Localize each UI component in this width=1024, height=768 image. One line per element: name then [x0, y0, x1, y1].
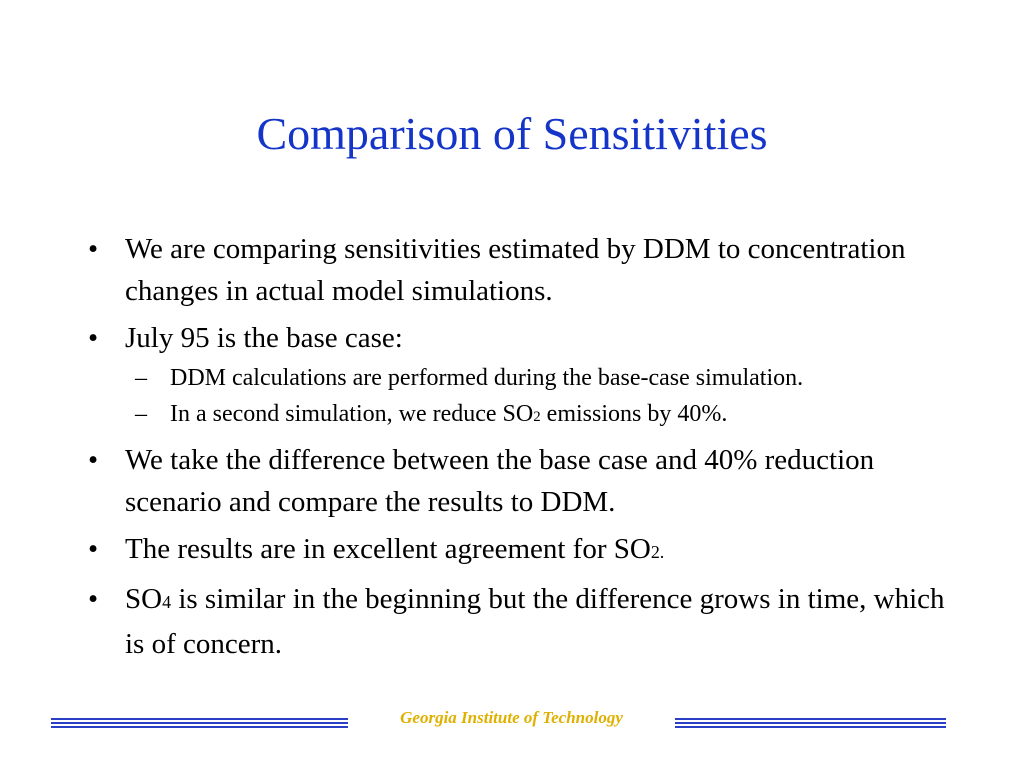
- footer-rule-line: [675, 718, 946, 720]
- bullet-text: July 95 is the base case:: [125, 322, 403, 354]
- sub-bullet-text: In a second simulation, we reduce SO: [170, 401, 534, 427]
- bullet-marker: •: [88, 322, 99, 354]
- bullet-item: • We take the difference between the bas…: [88, 439, 968, 523]
- sub-bullet-list: – DDM calculations are performed during …: [135, 361, 968, 435]
- bullet-text: The results are in excellent agreement f…: [125, 533, 651, 565]
- slide-title: Comparison of Sensitivities: [256, 108, 768, 159]
- footer-rule-line: [675, 722, 946, 724]
- footer-rule-line: [51, 718, 348, 720]
- bullet-text: We are comparing sensitivities estimated…: [125, 233, 906, 307]
- footer-rule-right: [675, 718, 946, 728]
- footer-institution: Georgia Institute of Technology: [400, 708, 623, 727]
- footer-rule-line: [51, 722, 348, 724]
- chemical-subscript: 2: [533, 409, 541, 425]
- sub-bullet-marker: –: [135, 365, 147, 391]
- footer-rule-line: [675, 726, 946, 728]
- sub-bullet-item: – In a second simulation, we reduce SO2 …: [135, 397, 968, 435]
- bullet-marker: •: [88, 233, 99, 265]
- bullet-item: • The results are in excellent agreement…: [88, 528, 968, 573]
- bullet-item: • July 95 is the base case: – DDM calcul…: [88, 317, 968, 435]
- bullet-item: • We are comparing sensitivities estimat…: [88, 228, 968, 312]
- bullet-marker: •: [88, 444, 99, 476]
- sub-bullet-text: DDM calculations are performed during th…: [170, 365, 804, 391]
- bullet-text-tail: is similar in the beginning but the diff…: [125, 583, 945, 660]
- bullet-item: • SO4 is similar in the beginning but th…: [88, 578, 968, 665]
- bullet-marker: •: [88, 583, 99, 615]
- footer-rule-left: [51, 718, 348, 728]
- sub-bullet-marker: –: [135, 401, 147, 427]
- bullet-list: • We are comparing sensitivities estimat…: [88, 228, 968, 670]
- bullet-marker: •: [88, 533, 99, 565]
- sub-bullet-text-tail: emissions by 40%.: [540, 401, 728, 427]
- bullet-text: SO: [125, 583, 163, 615]
- bullet-text: We take the difference between the base …: [125, 444, 875, 518]
- chemical-subscript: 2.: [650, 542, 665, 562]
- chemical-subscript: 4: [162, 592, 172, 612]
- footer-rule-line: [51, 726, 348, 728]
- sub-bullet-item: – DDM calculations are performed during …: [135, 361, 968, 396]
